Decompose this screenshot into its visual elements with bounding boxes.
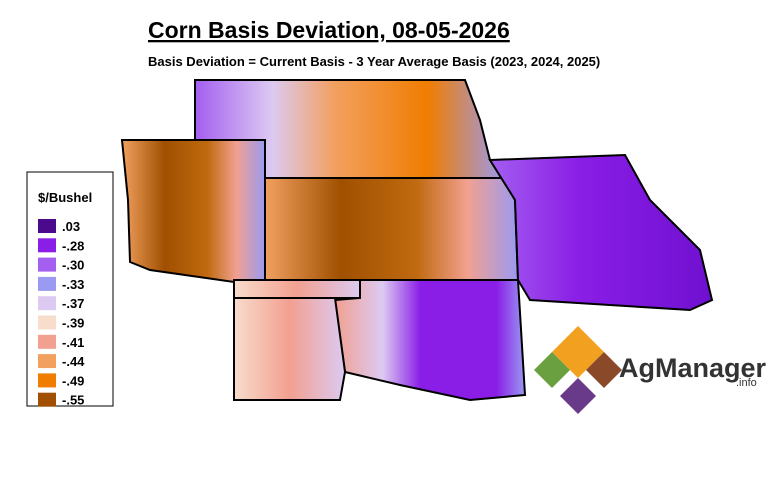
legend-swatch <box>38 354 56 369</box>
legend-swatch <box>38 276 56 291</box>
region-texas <box>233 297 347 401</box>
logo-tile <box>586 352 622 388</box>
legend-swatch <box>38 296 56 311</box>
legend-swatch <box>38 373 56 388</box>
legend-label: -.39 <box>62 316 84 331</box>
logo-tile <box>534 352 570 388</box>
map <box>120 79 714 402</box>
logo: AgManager .info <box>534 326 767 414</box>
legend-swatch <box>38 315 56 330</box>
logo-tile <box>560 378 596 414</box>
legend-swatch <box>38 238 56 253</box>
region-oklahoma <box>333 279 527 402</box>
legend-swatch <box>38 257 56 272</box>
legend-label: -.41 <box>62 335 84 350</box>
legend-swatch <box>38 392 56 407</box>
region-kansas <box>264 177 520 281</box>
logo-name: AgManager <box>619 353 767 383</box>
legend-label: -.28 <box>62 238 84 253</box>
region-ok-panhandle <box>233 279 361 299</box>
legend-label: -.30 <box>62 258 84 273</box>
legend-label: -.33 <box>62 277 84 292</box>
region-west <box>120 139 266 284</box>
title: Corn Basis Deviation, 08-05-2026 <box>148 17 510 43</box>
legend-label: -.49 <box>62 373 84 388</box>
legend-items: .03 -.28 -.30 -.33 -.37 -.39 -.41 -.44 -.49 -.55 <box>38 219 85 408</box>
legend-title: $/Bushel <box>38 190 92 205</box>
legend-label: .03 <box>62 219 80 234</box>
logo-suffix: .info <box>736 377 757 389</box>
legend-swatch <box>38 219 56 233</box>
region-missouri <box>488 153 714 312</box>
legend-label: -.37 <box>62 296 84 311</box>
legend-label: -.55 <box>62 393 84 408</box>
legend-swatch <box>38 334 56 349</box>
subtitle: Basis Deviation = Current Basis - 3 Year… <box>148 54 600 69</box>
legend-label: -.44 <box>62 354 85 369</box>
